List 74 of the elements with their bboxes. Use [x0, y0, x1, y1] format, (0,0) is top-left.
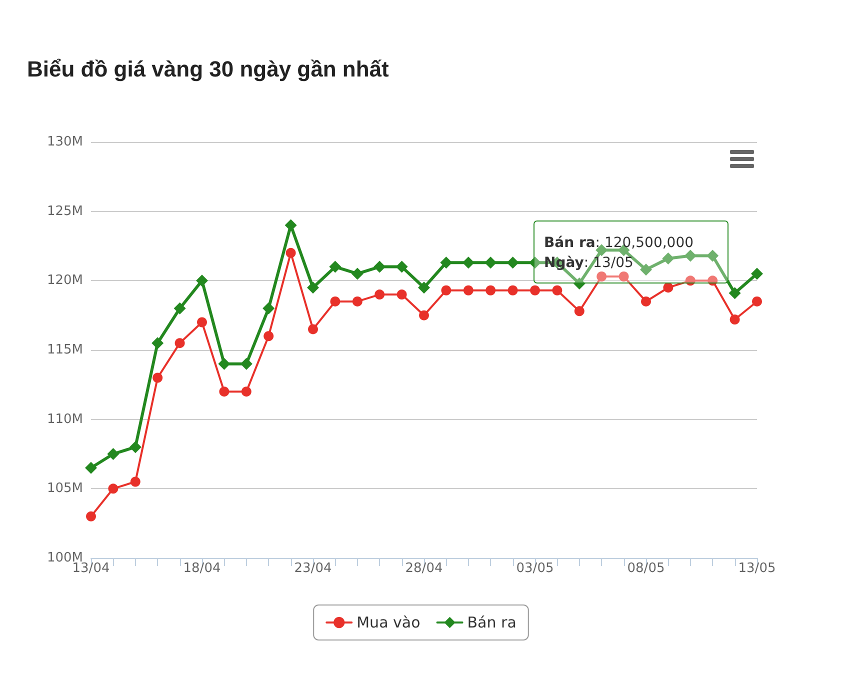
point: [662, 252, 674, 264]
point: [506, 256, 519, 269]
point: [441, 285, 452, 296]
point: [152, 372, 163, 383]
point: [174, 338, 185, 348]
point: [85, 462, 97, 474]
point: [108, 484, 118, 494]
point: [329, 260, 342, 273]
x-tick-label: 18/04: [183, 561, 221, 576]
point: [352, 296, 362, 306]
y-tick-label: 125M: [46, 204, 83, 219]
legend-label: Bán ra: [467, 614, 516, 632]
point: [196, 274, 208, 287]
point: [174, 302, 186, 314]
point: [219, 386, 230, 397]
point: [264, 331, 274, 342]
x-tick-label: 23/04: [294, 561, 332, 576]
y-tick-label: 130M: [46, 134, 83, 150]
point: [418, 282, 430, 294]
point: [241, 386, 252, 397]
point: [529, 256, 541, 269]
point: [396, 290, 407, 300]
point: [641, 296, 651, 306]
point: [440, 256, 452, 269]
point: [152, 337, 164, 350]
point: [728, 287, 741, 300]
point: [751, 268, 763, 280]
point: [86, 511, 96, 522]
y-tick-label: 110M: [46, 412, 83, 427]
x-tick-label: 13/05: [738, 561, 776, 576]
point: [752, 296, 762, 306]
point: [218, 358, 230, 370]
point: [484, 256, 497, 269]
point: [684, 250, 696, 262]
x-tick-label: 03/05: [516, 561, 554, 576]
point: [508, 285, 518, 296]
point: [240, 358, 252, 370]
x-tick-label: 08/05: [627, 561, 665, 576]
point: [530, 285, 540, 296]
point: [462, 256, 474, 269]
chart-title: Biểu đồ giá vàng 30 ngày gần nhất: [27, 56, 390, 82]
point: [708, 276, 718, 286]
point: [374, 290, 385, 300]
point: [351, 268, 364, 280]
point: [129, 441, 142, 454]
point: [552, 285, 562, 296]
point: [596, 272, 607, 282]
point: [706, 250, 719, 262]
x-tick-label: 28/04: [405, 561, 443, 576]
point: [396, 260, 408, 273]
point: [663, 282, 674, 293]
point: [573, 277, 586, 290]
point: [330, 296, 340, 306]
y-tick-label: 115M: [46, 342, 83, 358]
point: [730, 314, 740, 324]
y-tick-label: 105M: [46, 481, 83, 496]
point: [284, 219, 297, 232]
point: [286, 248, 296, 258]
point: [307, 282, 319, 294]
point: [419, 310, 429, 320]
point: [374, 260, 386, 273]
point: [685, 276, 696, 286]
legend-label: Mua vào: [356, 614, 420, 632]
point: [486, 285, 496, 296]
y-tick-label: 120M: [46, 273, 83, 288]
point: [463, 285, 474, 296]
point: [308, 324, 318, 334]
point: [130, 476, 140, 487]
point: [262, 302, 275, 314]
point: [107, 448, 120, 460]
point: [618, 272, 629, 282]
point: [574, 306, 584, 316]
point: [640, 264, 652, 276]
point: [197, 317, 207, 328]
